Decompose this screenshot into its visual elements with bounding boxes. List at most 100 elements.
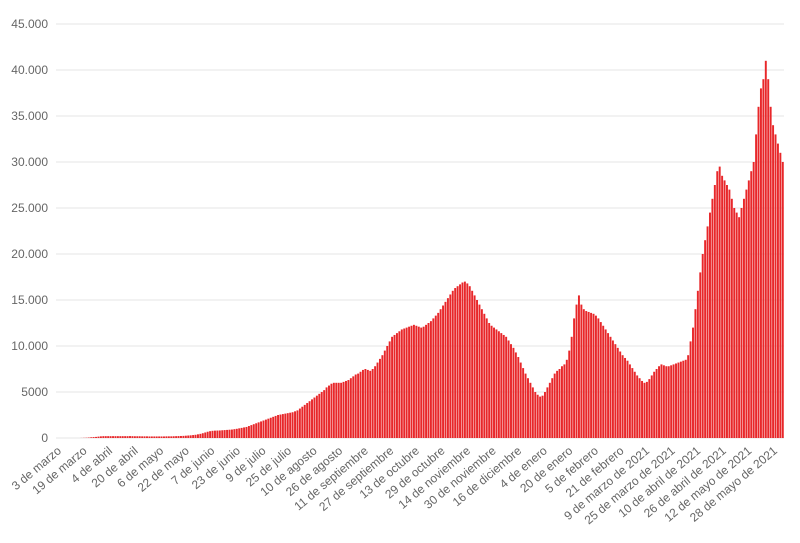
bar — [781, 162, 784, 438]
bar — [621, 355, 624, 438]
bar — [692, 327, 694, 438]
bar — [563, 364, 566, 438]
bar — [107, 436, 110, 438]
bar — [665, 366, 668, 438]
bar — [587, 311, 590, 438]
bar — [323, 390, 326, 438]
bar — [95, 436, 98, 438]
bar — [257, 422, 260, 438]
bar — [655, 369, 658, 438]
bar — [641, 380, 644, 438]
bar — [517, 357, 520, 438]
bar — [611, 340, 614, 438]
bar — [136, 436, 139, 438]
bar — [658, 366, 660, 438]
bar — [546, 387, 549, 438]
bar — [592, 313, 595, 438]
bar — [403, 328, 406, 438]
bar — [522, 368, 525, 438]
bar — [405, 327, 408, 438]
bar — [325, 387, 328, 438]
bar — [493, 327, 495, 438]
bar — [148, 436, 151, 438]
bar — [718, 166, 721, 438]
bar — [575, 304, 578, 438]
bar — [599, 322, 602, 438]
bar — [429, 321, 432, 438]
bar — [604, 329, 607, 438]
bar — [527, 378, 529, 438]
bar — [187, 435, 190, 438]
bar — [733, 208, 736, 438]
bar — [755, 134, 758, 438]
bar — [306, 403, 309, 438]
bar — [507, 340, 510, 438]
bar — [767, 79, 770, 438]
y-tick-label: 45.000 — [11, 17, 48, 31]
bar — [218, 430, 221, 438]
bar — [478, 304, 481, 438]
bar — [594, 315, 597, 438]
bar — [294, 411, 296, 438]
bar — [490, 325, 493, 438]
bar — [378, 358, 381, 438]
bar — [383, 350, 386, 438]
bar — [759, 88, 762, 439]
bar — [536, 394, 539, 438]
bar — [247, 426, 250, 438]
bar — [558, 369, 561, 438]
bar — [250, 425, 253, 438]
bar — [209, 431, 212, 438]
bar — [485, 318, 488, 438]
bar — [313, 397, 316, 438]
bar — [153, 436, 156, 438]
bar — [553, 373, 556, 438]
bar — [347, 380, 350, 438]
bar — [177, 436, 180, 438]
bar — [303, 404, 306, 438]
bar — [480, 309, 483, 438]
bar — [742, 198, 745, 438]
bar — [495, 329, 498, 438]
bar — [529, 382, 532, 438]
bar — [99, 436, 102, 438]
bar — [716, 171, 719, 438]
bar — [461, 282, 464, 438]
bar — [607, 333, 610, 438]
bar — [320, 392, 323, 438]
bar — [476, 300, 478, 438]
bar — [349, 378, 352, 438]
bar — [670, 365, 673, 438]
bar — [560, 366, 563, 438]
bar — [298, 408, 301, 438]
bar — [269, 417, 272, 438]
bar — [182, 435, 185, 438]
bar — [228, 429, 231, 438]
bar — [694, 309, 697, 438]
bar — [706, 226, 709, 438]
bar — [466, 283, 469, 438]
bar — [342, 381, 345, 438]
bar — [315, 395, 318, 438]
bar — [291, 412, 294, 438]
bar — [155, 436, 158, 438]
bar — [395, 333, 398, 438]
bar — [696, 290, 699, 438]
bar — [711, 198, 714, 438]
y-tick-label: 10.000 — [11, 339, 48, 353]
bar — [408, 326, 411, 438]
bar — [653, 371, 656, 438]
bar — [393, 334, 396, 438]
bar — [213, 430, 216, 438]
bar — [308, 401, 311, 438]
bar — [97, 436, 100, 438]
bar — [633, 371, 636, 438]
bar — [226, 429, 229, 438]
bar — [364, 369, 367, 438]
bar — [675, 363, 677, 438]
bar — [534, 392, 537, 438]
bar — [422, 326, 425, 438]
bar — [502, 334, 505, 438]
bar — [471, 290, 474, 438]
bar — [311, 399, 313, 438]
